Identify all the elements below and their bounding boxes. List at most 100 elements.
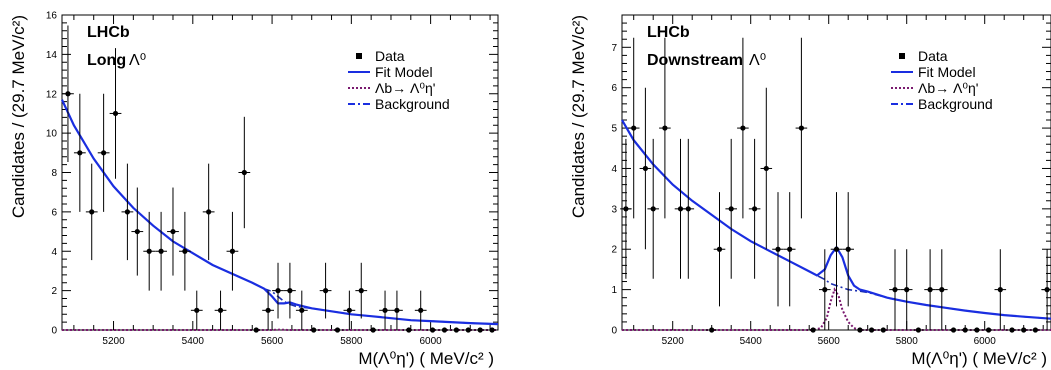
- chart-panel-1: 5200 5400 5600 5800 6000 0 1 2 3 4 5 6 7 Candidates /…: [569, 14, 1051, 368]
- data-marker: [1009, 327, 1015, 333]
- data-point: [713, 192, 726, 307]
- data-marker: [798, 125, 805, 131]
- y-tick-label: 3: [611, 204, 617, 215]
- data-marker: [229, 248, 236, 254]
- data-marker: [974, 327, 980, 333]
- data-point: [109, 48, 122, 179]
- data-point: [936, 249, 948, 330]
- data-point: [994, 249, 1007, 330]
- legend-label: Λb→ Λ⁰η': [918, 80, 978, 96]
- y-tick-label: 4: [51, 247, 57, 258]
- data-marker: [370, 327, 376, 333]
- y-tick-label: 10: [46, 129, 58, 140]
- data-point: [62, 25, 74, 162]
- legend-label: Λb→ Λ⁰η': [375, 80, 435, 96]
- y-axis-label: Candidates / (29.7 MeV/c²): [569, 15, 588, 218]
- x-tick-label: 6000: [419, 336, 442, 347]
- data-marker: [740, 125, 746, 131]
- background-curve: [61, 99, 499, 325]
- data-point: [155, 211, 167, 291]
- data-marker: [763, 165, 769, 172]
- data-marker: [65, 91, 71, 97]
- data-marker: [124, 209, 130, 215]
- data-point: [1029, 327, 1042, 333]
- data-point: [647, 138, 659, 279]
- legend-box: [891, 46, 1029, 112]
- data-point: [889, 249, 901, 330]
- data-point: [202, 163, 215, 261]
- data-marker: [775, 246, 781, 252]
- experiment-label: LHCb: [87, 24, 130, 41]
- y-tick-label: 2: [51, 286, 57, 297]
- data-marker: [170, 228, 176, 235]
- data-point: [748, 138, 761, 279]
- sample-particle-label: Λ⁰: [749, 52, 766, 69]
- x-tick-label: 6000: [974, 336, 997, 347]
- y-tick-label: 7: [611, 43, 617, 54]
- y-tick-label: 16: [46, 11, 58, 22]
- data-marker: [253, 327, 259, 333]
- data-marker: [662, 125, 668, 131]
- data-marker: [358, 288, 364, 294]
- x-tick-label: 5600: [261, 336, 284, 347]
- data-marker: [857, 327, 863, 333]
- data-point: [272, 262, 284, 319]
- data-point: [295, 290, 308, 330]
- data-point: [1006, 327, 1018, 333]
- data-marker: [418, 307, 424, 313]
- data-point: [97, 93, 110, 212]
- data-marker: [453, 327, 459, 333]
- data-point: [760, 87, 773, 250]
- data-point: [307, 327, 320, 333]
- data-point: [131, 187, 144, 276]
- legend-box: [348, 46, 476, 112]
- data-point: [627, 37, 640, 219]
- data-point: [639, 87, 652, 250]
- data-marker: [939, 287, 945, 293]
- data-marker: [869, 327, 875, 333]
- data-marker: [642, 165, 649, 172]
- data-marker: [677, 206, 684, 212]
- data-marker: [986, 327, 992, 333]
- data-marker: [709, 327, 715, 333]
- data-point: [167, 187, 179, 276]
- y-tick-label: 6: [51, 207, 57, 218]
- data-point: [178, 211, 191, 291]
- legend-label: Fit Model: [918, 64, 976, 80]
- data-marker: [146, 248, 152, 254]
- y-tick-label: 4: [611, 164, 617, 175]
- data-marker: [206, 209, 212, 215]
- data-point: [450, 327, 463, 333]
- data-point: [379, 290, 391, 330]
- data-marker: [631, 125, 637, 131]
- data-marker: [265, 307, 271, 313]
- x-axis-label: M(Λ⁰η') ( MeV/c² ): [911, 349, 1047, 368]
- fit-model-curve: [61, 99, 499, 326]
- data-point: [1041, 249, 1051, 330]
- data-point: [226, 211, 239, 291]
- sample-label: Long: [87, 52, 126, 69]
- data-marker: [287, 288, 293, 294]
- data-point: [725, 138, 737, 279]
- data-marker: [77, 150, 83, 156]
- data-marker: [822, 287, 828, 293]
- data-point: [402, 327, 415, 333]
- data-marker: [950, 327, 957, 333]
- data-point: [807, 327, 819, 333]
- y-tick-label: 6: [611, 83, 617, 94]
- data-point: [971, 327, 983, 333]
- legend-swatch-data: [899, 53, 905, 59]
- data-point: [426, 327, 439, 333]
- data-marker: [134, 228, 140, 235]
- data-marker: [880, 327, 886, 333]
- data-marker: [489, 327, 495, 333]
- data-marker: [89, 209, 95, 215]
- data-marker: [927, 287, 933, 293]
- data-point: [947, 327, 960, 333]
- data-marker: [892, 287, 898, 293]
- legend-label: Data: [375, 48, 405, 64]
- signal-curve: [622, 287, 1051, 331]
- data-point: [659, 37, 671, 219]
- data-marker: [346, 307, 352, 313]
